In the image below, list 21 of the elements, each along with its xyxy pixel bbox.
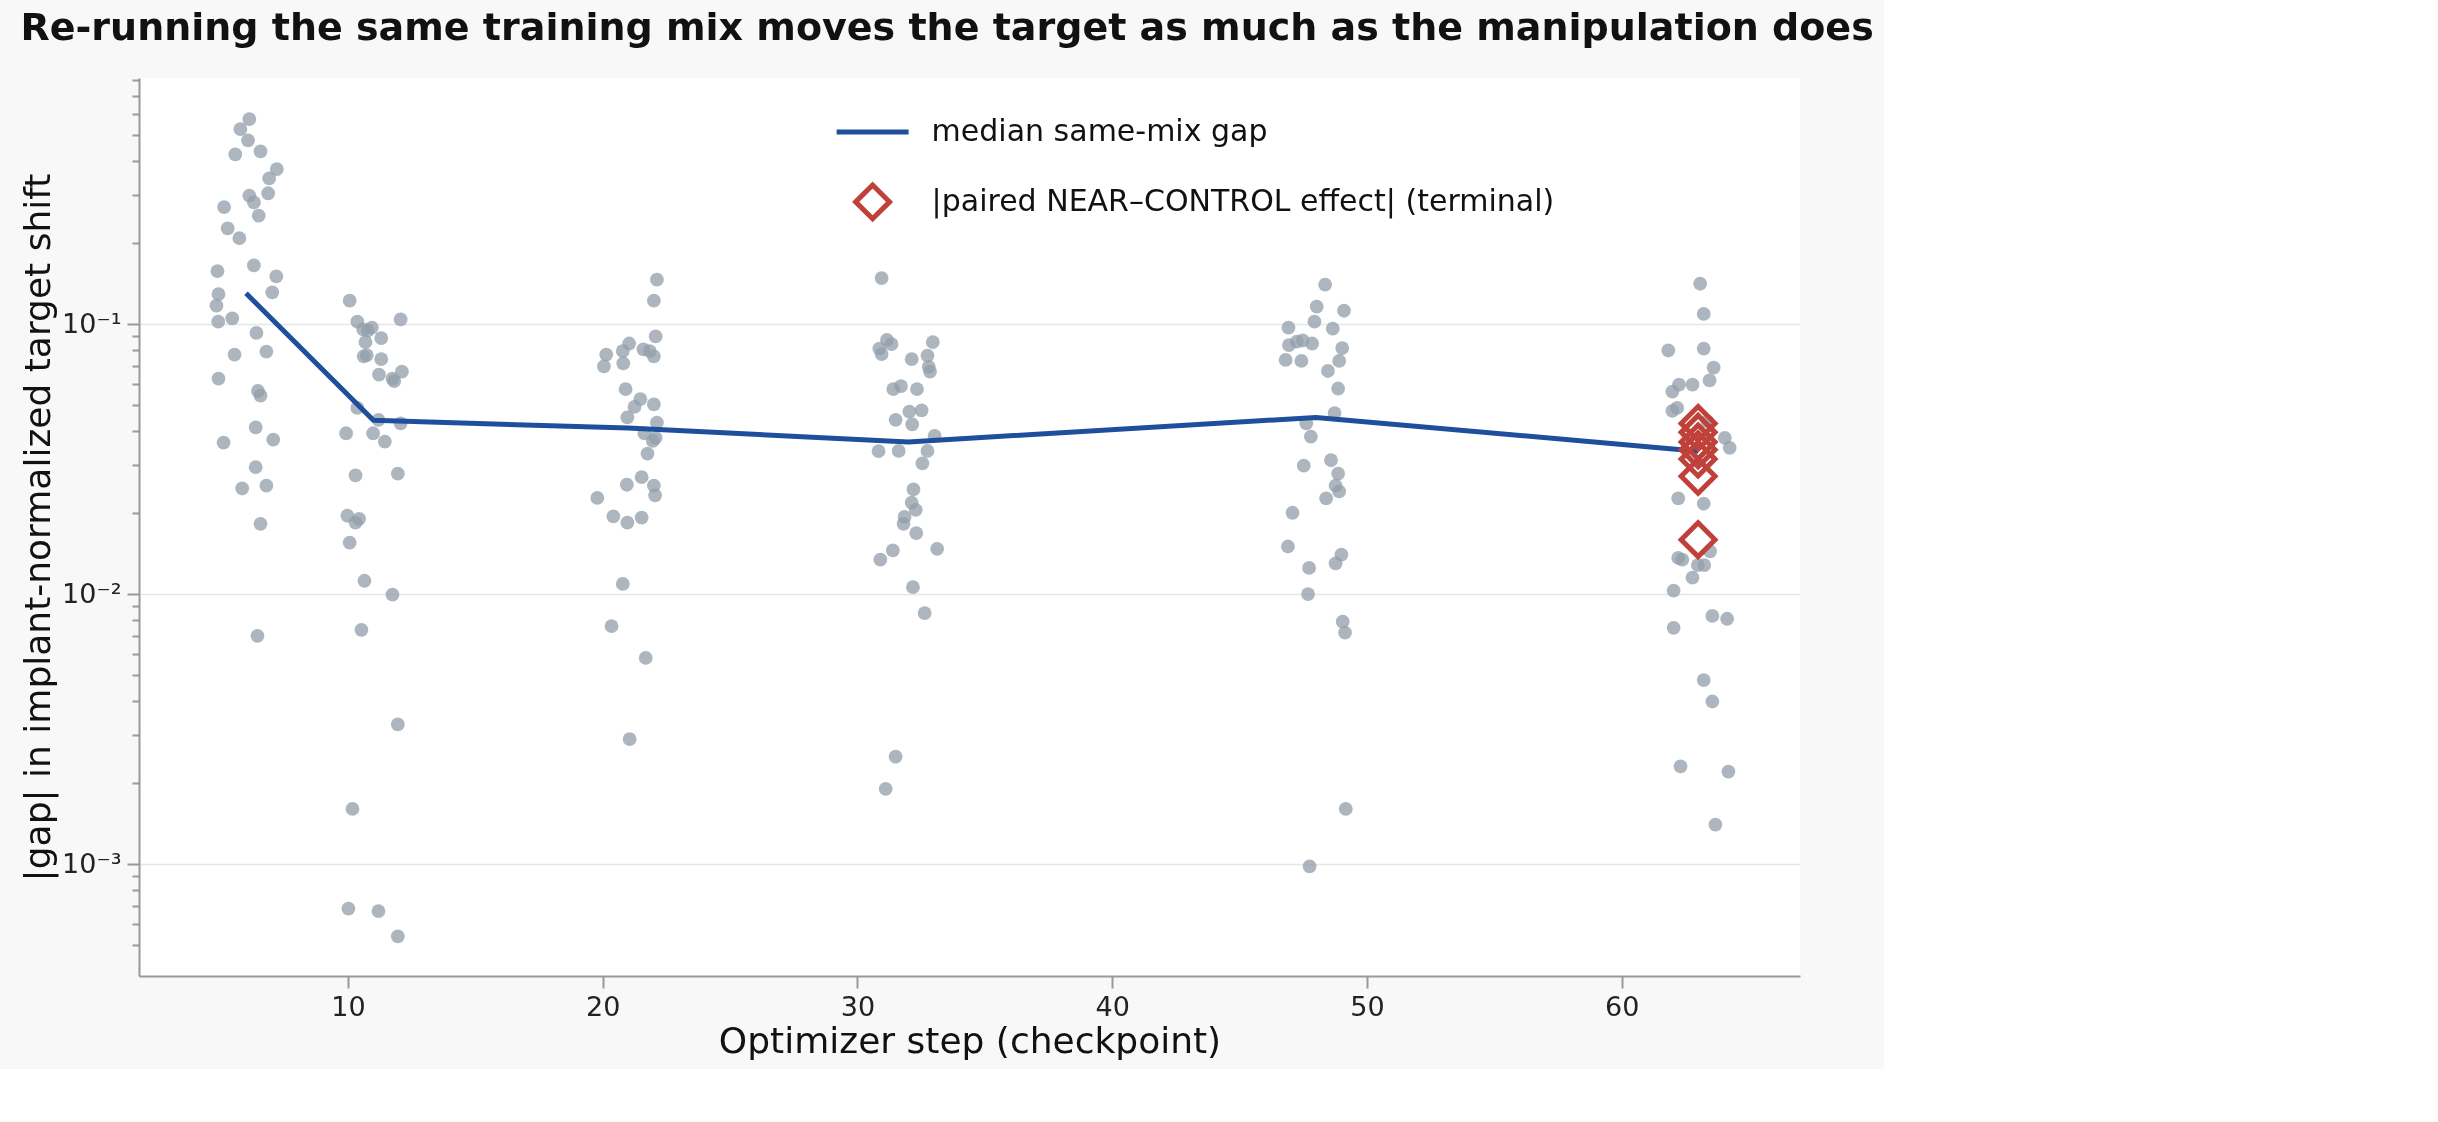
point [1678,404,1718,443]
y-tick-label: 10⁻² [62,577,122,609]
y-tick-label: 10⁻¹ [62,307,122,339]
x-tick-label: 60 [1604,990,1640,1022]
x-tick-label: 10 [331,990,366,1022]
y-axis-title: |gap| in implant-normalized target shift [17,173,60,882]
point [1678,520,1718,560]
chart-title: Re-running the same training mix moves the target as much as the manipulation does [20,5,1874,50]
legend-label: median same-mix gap [931,112,1268,148]
x-tick-label: 40 [1095,990,1130,1022]
point [1678,422,1718,462]
point [1678,430,1718,470]
point [1678,412,1718,452]
y-tick-label: 10⁻³ [62,847,122,879]
x-tick-label: 50 [1350,990,1385,1022]
x-tick-label: 30 [840,990,876,1022]
point [1678,439,1718,479]
x-tick-label: 20 [585,990,621,1022]
point [1678,456,1718,496]
legend-label: |paired NEAR–CONTROL effect| (terminal) [931,182,1555,219]
x-axis-title: Optimizer step (checkpoint) [718,1019,1222,1061]
